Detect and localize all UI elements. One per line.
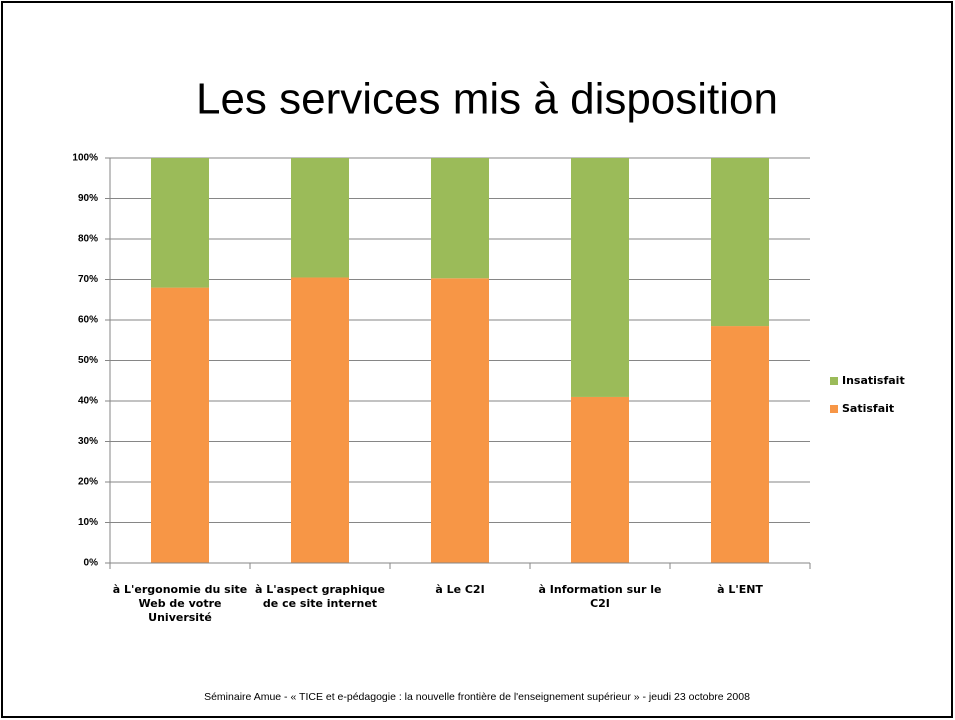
bar-segment [431, 278, 489, 563]
footer: Séminaire Amue - « TICE et e-pédagogie :… [204, 691, 750, 703]
x-tick-label: à L'aspect graphique de ce site internet [255, 583, 385, 610]
x-tick-label-box: à L'ergonomie du site Web de votre Unive… [112, 583, 248, 624]
bar-segment [291, 158, 349, 278]
bar-segment [711, 326, 769, 563]
x-tick-label-box: à Le C2I [435, 583, 485, 596]
bar-segment [711, 158, 769, 327]
y-tick-label: 40% [78, 396, 98, 407]
bar-segment [151, 287, 209, 563]
bar-segment [291, 277, 349, 563]
bar-segment [151, 158, 209, 288]
y-tick-label: 100% [72, 153, 98, 164]
x-tick-label: à Information sur le C2I [538, 583, 662, 610]
bar-segment [431, 158, 489, 279]
x-tick-label: à Le C2I [435, 583, 485, 596]
x-tick-label-box: à L'ENT [717, 583, 763, 596]
y-tick-label: 30% [78, 436, 98, 447]
slide-title: Les services mis à disposition [196, 75, 778, 124]
bar-segment [571, 158, 629, 397]
legend-label: Satisfait [842, 402, 894, 415]
y-tick-label: 70% [78, 274, 98, 285]
x-tick-label-box: à L'aspect graphique de ce site internet [255, 583, 385, 610]
bar-segment [571, 396, 629, 563]
legend-label: Insatisfait [842, 374, 905, 387]
y-tick-label: 10% [78, 517, 98, 528]
x-tick-label: à L'ergonomie du site Web de votre Unive… [112, 583, 248, 624]
x-tick-label-box: à Information sur le C2I [538, 583, 662, 610]
y-tick-label: 60% [78, 315, 98, 326]
y-tick-label: 50% [78, 355, 98, 366]
x-tick-label: à L'ENT [717, 583, 763, 596]
y-tick-label: 90% [78, 193, 98, 204]
y-tick-label: 80% [78, 234, 98, 245]
legend-swatch [830, 377, 838, 385]
y-tick-label: 0% [84, 558, 99, 569]
legend-swatch [830, 405, 838, 413]
y-tick-label: 20% [78, 477, 98, 488]
